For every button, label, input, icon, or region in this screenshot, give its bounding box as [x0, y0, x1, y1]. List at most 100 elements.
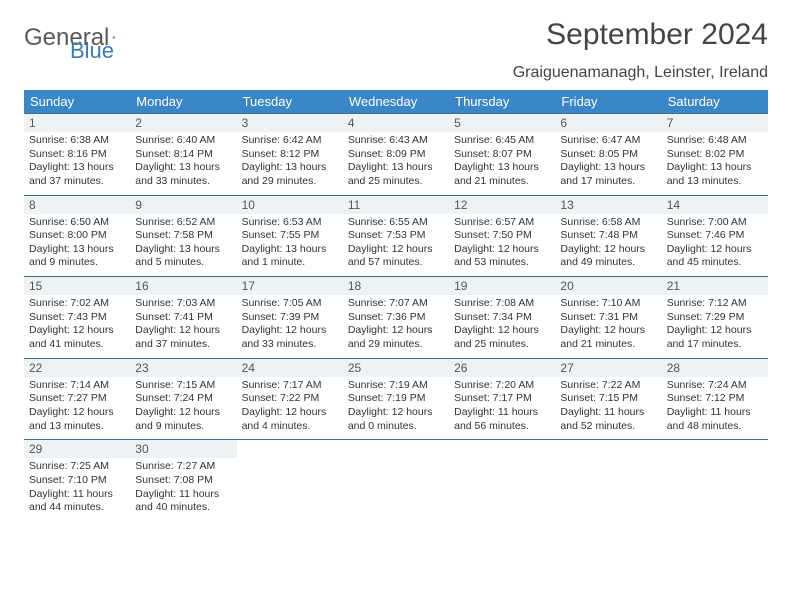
day-number: 15: [24, 277, 130, 295]
sunset-text: Sunset: 7:27 PM: [29, 392, 125, 406]
sunset-text: Sunset: 7:22 PM: [242, 392, 338, 406]
calendar-cell: 10Sunrise: 6:53 AMSunset: 7:55 PMDayligh…: [237, 195, 343, 277]
day-details: Sunrise: 7:24 AMSunset: 7:12 PMDaylight:…: [662, 377, 768, 440]
dayhead-fri: Friday: [555, 90, 661, 114]
daylight-text: Daylight: 11 hours and 44 minutes.: [29, 488, 125, 515]
sunrise-text: Sunrise: 6:52 AM: [135, 216, 231, 230]
sunrise-text: Sunrise: 7:07 AM: [348, 297, 444, 311]
day-number: 21: [662, 277, 768, 295]
day-details: Sunrise: 6:47 AMSunset: 8:05 PMDaylight:…: [555, 132, 661, 195]
sunrise-text: Sunrise: 6:58 AM: [560, 216, 656, 230]
day-number: 16: [130, 277, 236, 295]
sunset-text: Sunset: 7:55 PM: [242, 229, 338, 243]
daylight-text: Daylight: 12 hours and 17 minutes.: [667, 324, 763, 351]
calendar-cell: 6Sunrise: 6:47 AMSunset: 8:05 PMDaylight…: [555, 114, 661, 196]
sunset-text: Sunset: 8:05 PM: [560, 148, 656, 162]
calendar-cell: 17Sunrise: 7:05 AMSunset: 7:39 PMDayligh…: [237, 277, 343, 359]
calendar-cell: 20Sunrise: 7:10 AMSunset: 7:31 PMDayligh…: [555, 277, 661, 359]
calendar-cell: 7Sunrise: 6:48 AMSunset: 8:02 PMDaylight…: [662, 114, 768, 196]
day-number: 30: [130, 440, 236, 458]
daylight-text: Daylight: 12 hours and 4 minutes.: [242, 406, 338, 433]
day-number: 25: [343, 359, 449, 377]
sunset-text: Sunset: 8:12 PM: [242, 148, 338, 162]
day-details: Sunrise: 7:25 AMSunset: 7:10 PMDaylight:…: [24, 458, 130, 521]
daylight-text: Daylight: 12 hours and 0 minutes.: [348, 406, 444, 433]
sunrise-text: Sunrise: 7:19 AM: [348, 379, 444, 393]
day-number: 13: [555, 196, 661, 214]
sunset-text: Sunset: 7:12 PM: [667, 392, 763, 406]
sunrise-text: Sunrise: 6:48 AM: [667, 134, 763, 148]
calendar-cell: 14Sunrise: 7:00 AMSunset: 7:46 PMDayligh…: [662, 195, 768, 277]
day-details: Sunrise: 7:12 AMSunset: 7:29 PMDaylight:…: [662, 295, 768, 358]
day-details: Sunrise: 6:57 AMSunset: 7:50 PMDaylight:…: [449, 214, 555, 277]
sunrise-text: Sunrise: 7:14 AM: [29, 379, 125, 393]
day-details: Sunrise: 7:03 AMSunset: 7:41 PMDaylight:…: [130, 295, 236, 358]
daylight-text: Daylight: 13 hours and 29 minutes.: [242, 161, 338, 188]
calendar-cell: 24Sunrise: 7:17 AMSunset: 7:22 PMDayligh…: [237, 358, 343, 440]
day-number: 18: [343, 277, 449, 295]
sunset-text: Sunset: 7:50 PM: [454, 229, 550, 243]
daylight-text: Daylight: 13 hours and 25 minutes.: [348, 161, 444, 188]
day-number: 7: [662, 114, 768, 132]
sunrise-text: Sunrise: 6:42 AM: [242, 134, 338, 148]
daylight-text: Daylight: 12 hours and 41 minutes.: [29, 324, 125, 351]
sunset-text: Sunset: 7:48 PM: [560, 229, 656, 243]
day-number: 19: [449, 277, 555, 295]
calendar-cell: ....: [662, 440, 768, 521]
sunrise-text: Sunrise: 7:15 AM: [135, 379, 231, 393]
calendar-row: 22Sunrise: 7:14 AMSunset: 7:27 PMDayligh…: [24, 358, 768, 440]
day-details: Sunrise: 7:27 AMSunset: 7:08 PMDaylight:…: [130, 458, 236, 521]
calendar-cell: 12Sunrise: 6:57 AMSunset: 7:50 PMDayligh…: [449, 195, 555, 277]
day-details: Sunrise: 6:53 AMSunset: 7:55 PMDaylight:…: [237, 214, 343, 277]
sunrise-text: Sunrise: 7:25 AM: [29, 460, 125, 474]
day-details: Sunrise: 7:19 AMSunset: 7:19 PMDaylight:…: [343, 377, 449, 440]
day-details: Sunrise: 6:58 AMSunset: 7:48 PMDaylight:…: [555, 214, 661, 277]
calendar-cell: 22Sunrise: 7:14 AMSunset: 7:27 PMDayligh…: [24, 358, 130, 440]
day-details: Sunrise: 6:52 AMSunset: 7:58 PMDaylight:…: [130, 214, 236, 277]
sunset-text: Sunset: 7:15 PM: [560, 392, 656, 406]
sunrise-text: Sunrise: 7:24 AM: [667, 379, 763, 393]
daylight-text: Daylight: 13 hours and 33 minutes.: [135, 161, 231, 188]
sunrise-text: Sunrise: 7:27 AM: [135, 460, 231, 474]
daylight-text: Daylight: 12 hours and 57 minutes.: [348, 243, 444, 270]
calendar-row: 15Sunrise: 7:02 AMSunset: 7:43 PMDayligh…: [24, 277, 768, 359]
sunrise-text: Sunrise: 6:38 AM: [29, 134, 125, 148]
dayhead-mon: Monday: [130, 90, 236, 114]
daylight-text: Daylight: 12 hours and 25 minutes.: [454, 324, 550, 351]
day-number: 23: [130, 359, 236, 377]
sunrise-text: Sunrise: 6:53 AM: [242, 216, 338, 230]
sunset-text: Sunset: 7:08 PM: [135, 474, 231, 488]
calendar-cell: ....: [449, 440, 555, 521]
daylight-text: Daylight: 11 hours and 52 minutes.: [560, 406, 656, 433]
dayhead-wed: Wednesday: [343, 90, 449, 114]
daylight-text: Daylight: 13 hours and 9 minutes.: [29, 243, 125, 270]
daylight-text: Daylight: 12 hours and 37 minutes.: [135, 324, 231, 351]
sunset-text: Sunset: 8:02 PM: [667, 148, 763, 162]
calendar-cell: 1Sunrise: 6:38 AMSunset: 8:16 PMDaylight…: [24, 114, 130, 196]
page-title: September 2024: [546, 18, 768, 52]
day-number: 6: [555, 114, 661, 132]
day-details: Sunrise: 7:15 AMSunset: 7:24 PMDaylight:…: [130, 377, 236, 440]
sunset-text: Sunset: 8:00 PM: [29, 229, 125, 243]
dayhead-thu: Thursday: [449, 90, 555, 114]
day-number: 28: [662, 359, 768, 377]
sunrise-text: Sunrise: 6:47 AM: [560, 134, 656, 148]
daylight-text: Daylight: 12 hours and 21 minutes.: [560, 324, 656, 351]
daylight-text: Daylight: 12 hours and 49 minutes.: [560, 243, 656, 270]
calendar-cell: 3Sunrise: 6:42 AMSunset: 8:12 PMDaylight…: [237, 114, 343, 196]
sunrise-text: Sunrise: 7:10 AM: [560, 297, 656, 311]
dayhead-sun: Sunday: [24, 90, 130, 114]
daylight-text: Daylight: 12 hours and 13 minutes.: [29, 406, 125, 433]
sunset-text: Sunset: 7:24 PM: [135, 392, 231, 406]
day-details: Sunrise: 7:08 AMSunset: 7:34 PMDaylight:…: [449, 295, 555, 358]
calendar-cell: 29Sunrise: 7:25 AMSunset: 7:10 PMDayligh…: [24, 440, 130, 521]
sunrise-text: Sunrise: 7:17 AM: [242, 379, 338, 393]
sunrise-text: Sunrise: 6:45 AM: [454, 134, 550, 148]
day-number: 9: [130, 196, 236, 214]
daylight-text: Daylight: 13 hours and 5 minutes.: [135, 243, 231, 270]
calendar-cell: 18Sunrise: 7:07 AMSunset: 7:36 PMDayligh…: [343, 277, 449, 359]
calendar-cell: 2Sunrise: 6:40 AMSunset: 8:14 PMDaylight…: [130, 114, 236, 196]
sunset-text: Sunset: 7:10 PM: [29, 474, 125, 488]
day-number: 14: [662, 196, 768, 214]
day-details: Sunrise: 7:05 AMSunset: 7:39 PMDaylight:…: [237, 295, 343, 358]
